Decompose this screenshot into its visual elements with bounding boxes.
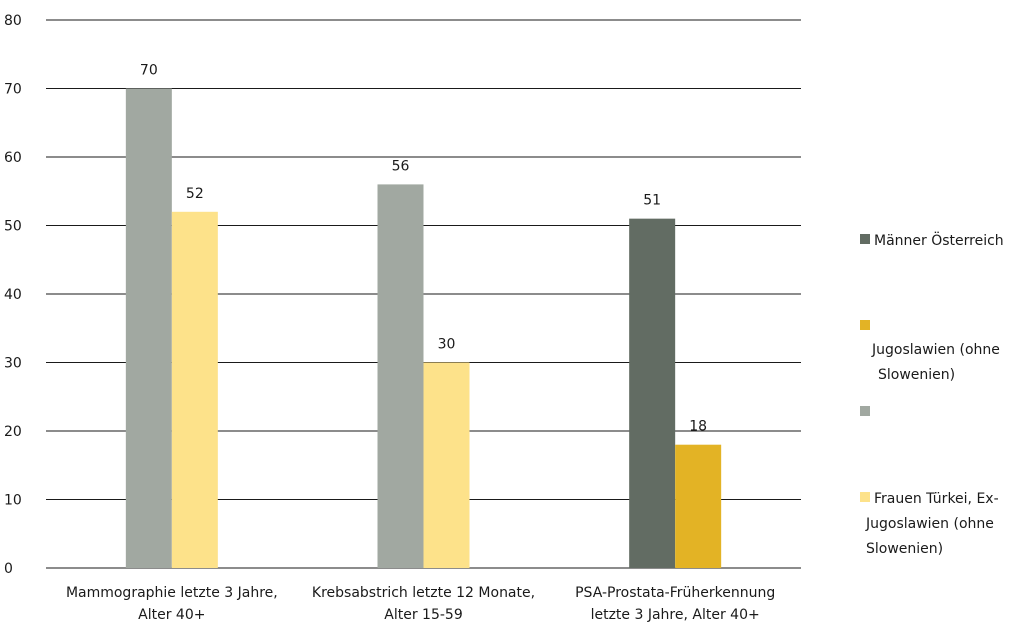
- y-tick-label: 50: [4, 219, 22, 235]
- legend-label: Slowenien): [866, 541, 943, 557]
- legend-swatch: [860, 492, 870, 502]
- legend-swatch: [860, 406, 870, 416]
- x-tick-label: PSA-Prostata-Früherkennung letzte 3 Jahre…: [575, 585, 775, 623]
- bar: [423, 362, 470, 568]
- x-tick-label: Krebsabstrich letzte 12 Monate, Alter 15-…: [312, 585, 535, 623]
- x-tick-label-line: letzte 3 Jahre, Alter 40+: [591, 607, 760, 623]
- data-label: 51: [643, 193, 661, 209]
- x-tick-label-line: Alter 40+: [138, 607, 205, 623]
- y-tick-label: 60: [4, 150, 22, 166]
- x-tick-label-line: PSA-Prostata-Früherkennung: [575, 585, 775, 601]
- legend-swatch: [860, 234, 870, 244]
- x-tick-label-line: Mammographie letzte 3 Jahre,: [66, 585, 278, 601]
- bar: [377, 184, 424, 568]
- data-label: 18: [689, 419, 707, 435]
- x-tick-label-line: Alter 15-59: [384, 607, 462, 623]
- bar: [629, 218, 676, 568]
- y-tick-label: 20: [4, 424, 22, 440]
- bar: [125, 88, 172, 568]
- legend: Männer Österreich Jugoslawien (ohne Slowen…: [860, 231, 1004, 557]
- bar: [675, 444, 722, 568]
- y-tick-label: 40: [4, 287, 22, 303]
- y-tick-label: 10: [4, 493, 22, 509]
- legend-label: Jugoslawien (ohne: [871, 342, 1000, 358]
- data-label: 30: [438, 337, 456, 353]
- y-tick-label: 30: [4, 356, 22, 372]
- legend-label: Männer Österreich: [874, 231, 1004, 249]
- legend-label: Slowenien): [878, 367, 955, 383]
- legend-label: Frauen Türkei, Ex-: [874, 491, 999, 507]
- y-axis-ticks: 0 10 20 30 40 50 60 70 80: [4, 13, 22, 577]
- legend-label: Jugoslawien (ohne: [865, 516, 994, 532]
- bars: [125, 88, 722, 569]
- data-label: 52: [186, 186, 204, 202]
- legend-swatch: [860, 320, 870, 330]
- data-label: 56: [392, 158, 410, 174]
- data-label: 70: [140, 63, 158, 79]
- y-tick-label: 70: [4, 82, 22, 98]
- data-labels: 70 52 56 30 51 18: [140, 63, 707, 435]
- y-tick-label: 80: [4, 13, 22, 29]
- y-tick-label: 0: [4, 561, 13, 577]
- bar: [171, 211, 218, 569]
- x-tick-label-line: Krebsabstrich letzte 12 Monate,: [312, 585, 535, 601]
- x-tick-label: Mammographie letzte 3 Jahre, Alter 40+: [66, 585, 278, 623]
